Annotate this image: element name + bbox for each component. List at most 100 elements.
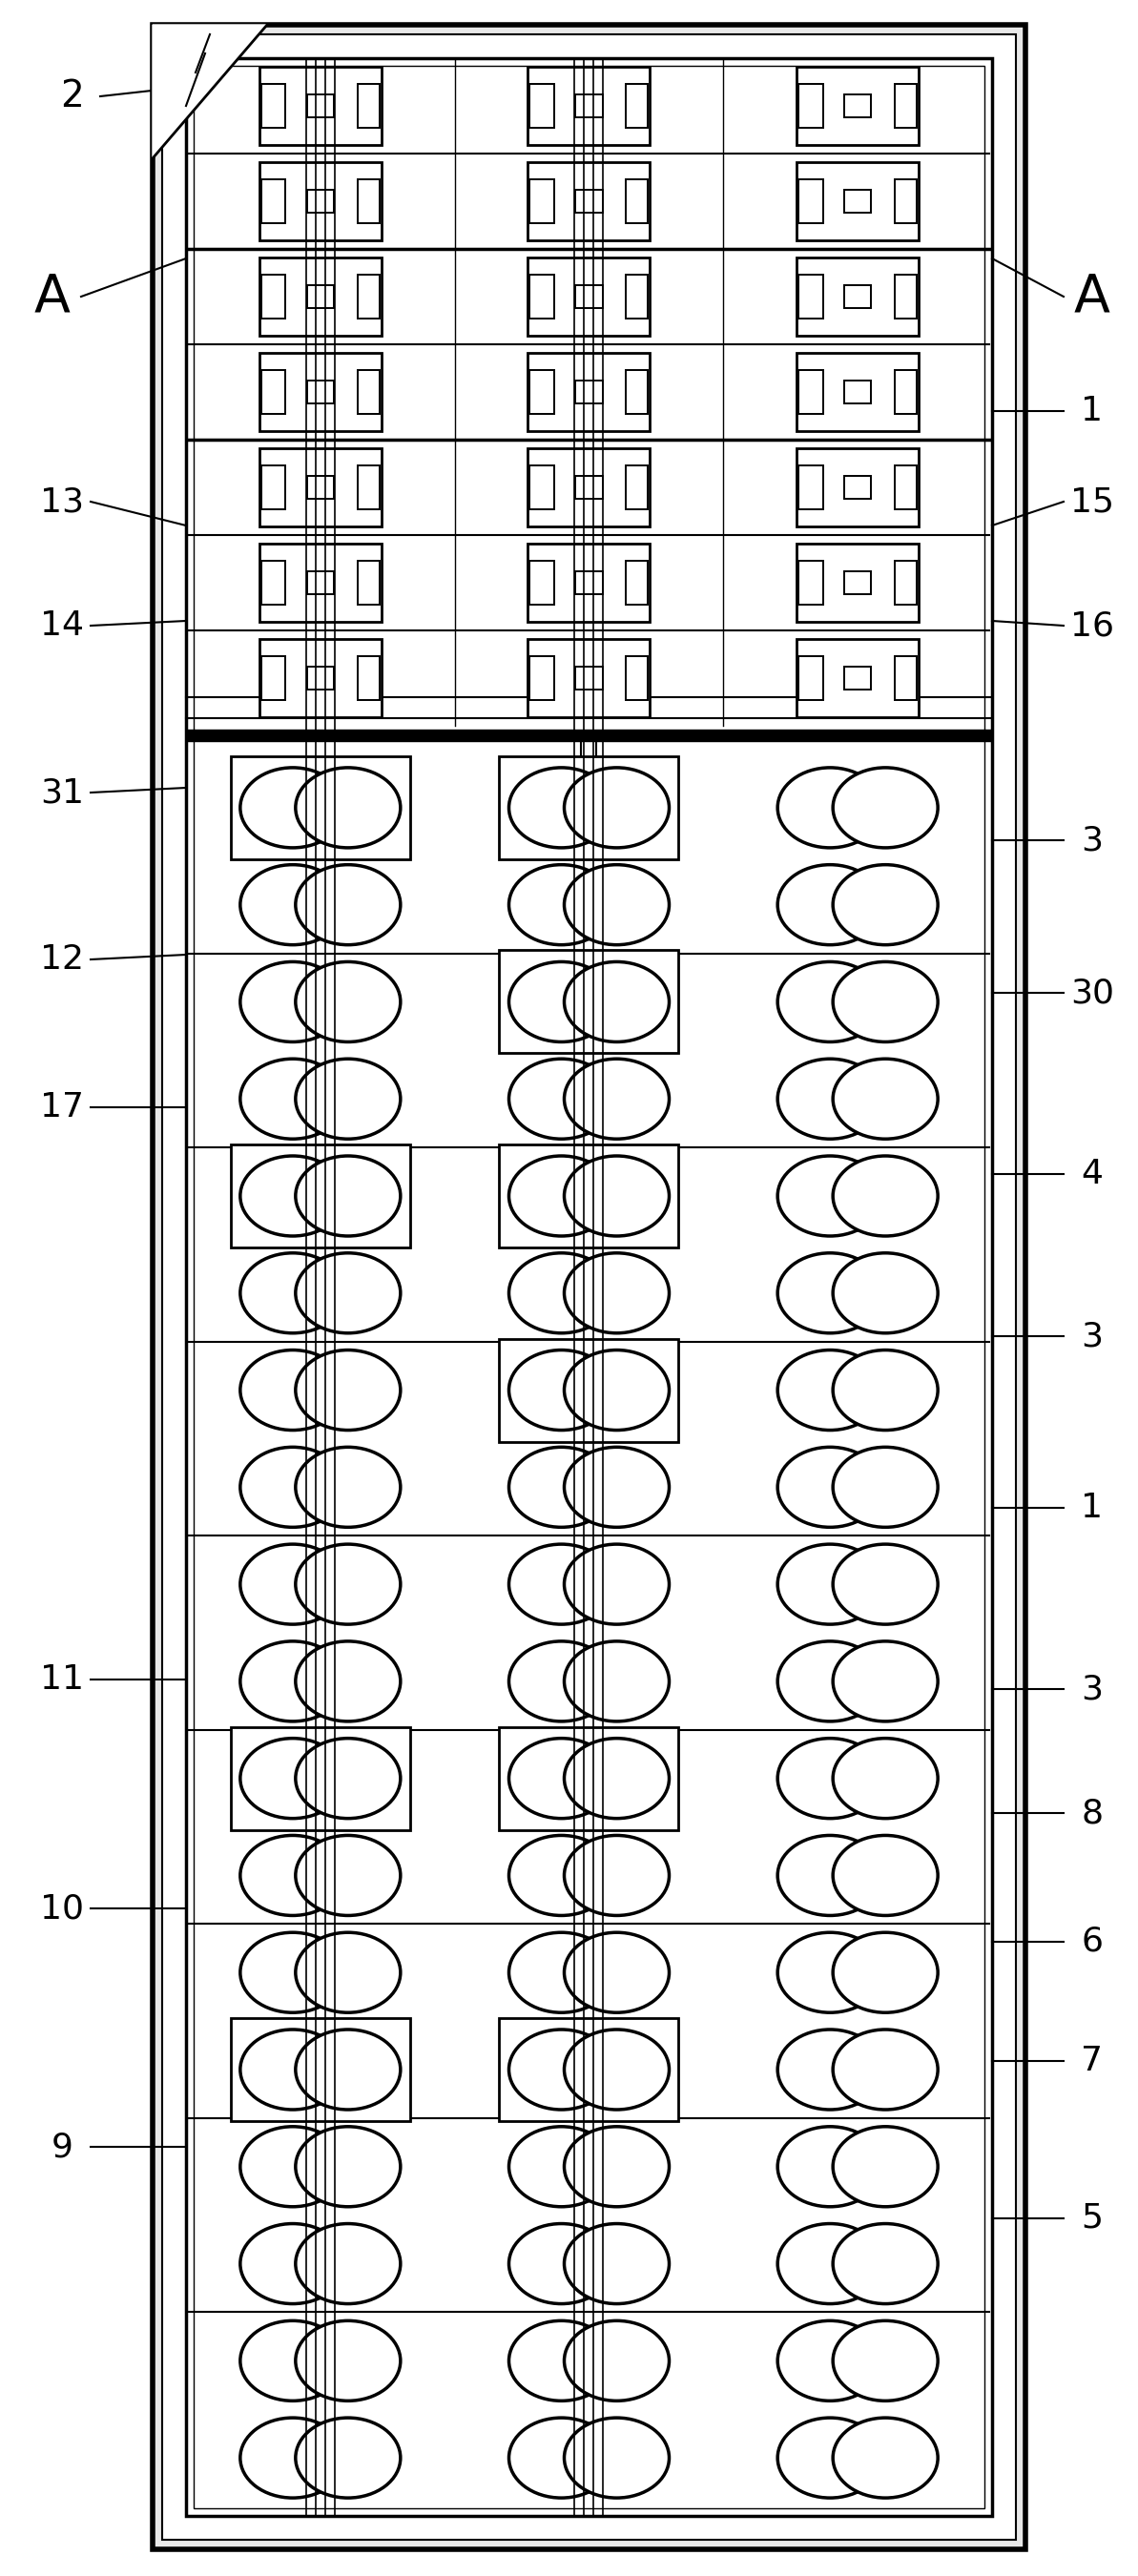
Bar (307, 286, 333, 309)
Bar (528, 258, 650, 335)
Text: 16: 16 (1070, 611, 1114, 641)
Ellipse shape (833, 2321, 938, 2401)
Ellipse shape (833, 1834, 938, 1917)
Ellipse shape (777, 2128, 882, 2208)
Bar (530, 85, 554, 126)
Ellipse shape (509, 2223, 613, 2303)
Bar (576, 477, 602, 500)
Ellipse shape (509, 1157, 613, 1236)
Bar (576, 572, 602, 595)
Ellipse shape (296, 2419, 401, 2499)
Bar (357, 466, 379, 510)
Ellipse shape (296, 1932, 401, 2012)
Bar (500, 2017, 678, 2120)
Bar (262, 85, 286, 126)
Ellipse shape (564, 1543, 669, 1625)
Bar (626, 371, 649, 415)
Ellipse shape (564, 866, 669, 945)
Bar (894, 466, 917, 510)
Bar (844, 191, 872, 214)
Ellipse shape (833, 1932, 938, 2012)
Bar (799, 466, 823, 510)
Bar (307, 477, 333, 500)
Bar (844, 572, 872, 595)
Bar (262, 466, 286, 510)
Ellipse shape (296, 1252, 401, 1334)
Bar (357, 562, 379, 605)
Ellipse shape (777, 1739, 882, 1819)
Bar (797, 258, 918, 335)
Ellipse shape (564, 1739, 669, 1819)
Ellipse shape (296, 1641, 401, 1721)
Text: 6: 6 (1081, 1927, 1103, 1958)
Ellipse shape (296, 1157, 401, 1236)
Bar (262, 371, 286, 415)
Ellipse shape (833, 866, 938, 945)
Bar (185, 59, 992, 2517)
Ellipse shape (240, 2223, 345, 2303)
Text: 30: 30 (1070, 976, 1114, 1010)
Ellipse shape (564, 1059, 669, 1139)
Ellipse shape (564, 768, 669, 848)
Ellipse shape (296, 2223, 401, 2303)
Ellipse shape (777, 1059, 882, 1139)
Ellipse shape (296, 866, 401, 945)
Bar (894, 657, 917, 701)
Bar (530, 276, 554, 317)
Bar (528, 639, 650, 716)
Bar (576, 381, 602, 404)
Ellipse shape (240, 1350, 345, 1430)
Ellipse shape (509, 1543, 613, 1625)
Ellipse shape (296, 768, 401, 848)
Bar (259, 544, 381, 621)
Bar (162, 33, 1016, 2540)
Bar (530, 180, 554, 222)
Ellipse shape (240, 1932, 345, 2012)
Bar (262, 657, 286, 701)
Bar (530, 657, 554, 701)
Ellipse shape (296, 1448, 401, 1528)
Text: 12: 12 (40, 943, 84, 976)
Bar (307, 95, 333, 118)
Ellipse shape (777, 1932, 882, 2012)
Ellipse shape (509, 1448, 613, 1528)
Bar (626, 466, 649, 510)
Bar (528, 353, 650, 430)
Ellipse shape (777, 768, 882, 848)
Ellipse shape (564, 2419, 669, 2499)
Ellipse shape (777, 1641, 882, 1721)
Ellipse shape (564, 1448, 669, 1528)
Bar (797, 448, 918, 526)
Ellipse shape (564, 2030, 669, 2110)
Text: 31: 31 (40, 775, 84, 809)
Ellipse shape (240, 1059, 345, 1139)
Bar (894, 562, 917, 605)
Polygon shape (152, 26, 267, 157)
Text: 2: 2 (59, 77, 83, 113)
Ellipse shape (777, 2419, 882, 2499)
Ellipse shape (777, 1350, 882, 1430)
Ellipse shape (240, 768, 345, 848)
Text: 3: 3 (1081, 824, 1103, 855)
Bar (231, 2017, 410, 2120)
Bar (528, 162, 650, 240)
Ellipse shape (777, 2223, 882, 2303)
Bar (307, 191, 333, 214)
Bar (530, 466, 554, 510)
Bar (528, 67, 650, 144)
Bar (844, 477, 872, 500)
Text: 15: 15 (1070, 484, 1114, 518)
Bar (259, 67, 381, 144)
Bar (152, 26, 1025, 2550)
Bar (894, 180, 917, 222)
Ellipse shape (296, 1543, 401, 1625)
Text: 10: 10 (40, 1893, 84, 1924)
Ellipse shape (777, 2030, 882, 2110)
Ellipse shape (509, 1834, 613, 1917)
Bar (259, 353, 381, 430)
Bar (576, 667, 602, 690)
Ellipse shape (240, 2321, 345, 2401)
Ellipse shape (777, 961, 882, 1041)
Bar (231, 1726, 410, 1829)
Bar (357, 657, 379, 701)
